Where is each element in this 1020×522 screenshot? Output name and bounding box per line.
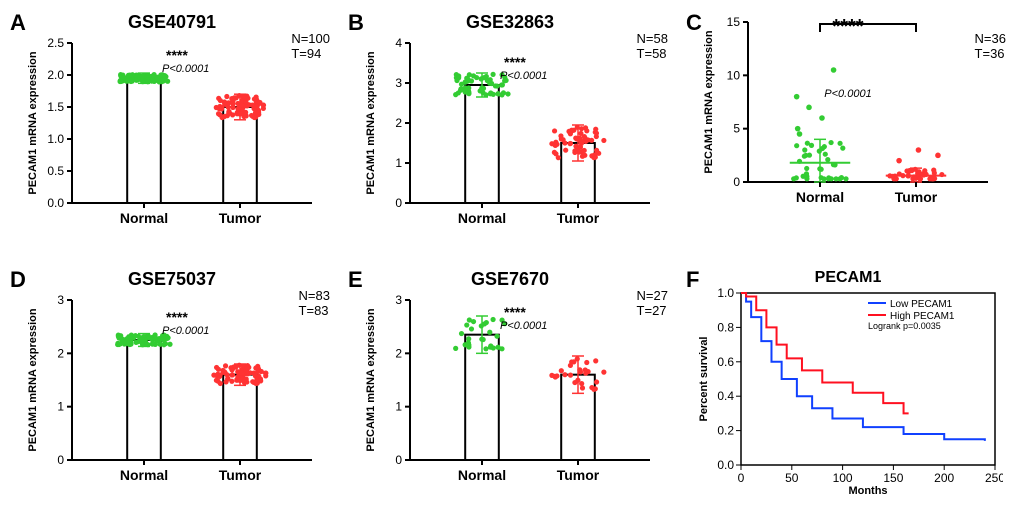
- p-value-label: P<0.0001: [500, 320, 547, 332]
- t-label: T=27: [637, 304, 668, 319]
- svg-text:PECAM1 mRNA expression: PECAM1 mRNA expression: [27, 51, 39, 195]
- svg-text:Tumor: Tumor: [895, 189, 938, 205]
- svg-text:2: 2: [57, 346, 64, 360]
- svg-text:1: 1: [395, 400, 402, 414]
- chart-title: PECAM1: [815, 269, 882, 287]
- sample-size-box: N=27T=27: [637, 289, 668, 319]
- chart-title: GSE32863: [466, 12, 554, 33]
- svg-text:0: 0: [57, 453, 64, 467]
- sample-size-box: N=100T=94: [291, 32, 330, 62]
- svg-text:10: 10: [727, 68, 741, 82]
- svg-text:2.5: 2.5: [47, 36, 64, 50]
- svg-text:2.0: 2.0: [47, 68, 64, 82]
- svg-text:Months: Months: [848, 485, 887, 497]
- svg-text:3: 3: [395, 293, 402, 307]
- svg-text:0.0: 0.0: [717, 458, 734, 472]
- svg-text:1: 1: [57, 400, 64, 414]
- svg-text:Normal: Normal: [796, 189, 844, 205]
- t-label: T=83: [299, 304, 330, 319]
- n-label: N=100: [291, 32, 330, 47]
- svg-text:250: 250: [985, 471, 1003, 485]
- svg-text:50: 50: [785, 471, 799, 485]
- svg-text:PECAM1 mRNA expression: PECAM1 mRNA expression: [27, 308, 39, 452]
- t-label: T=94: [291, 47, 330, 62]
- svg-text:2: 2: [395, 116, 402, 130]
- chart-title: GSE7670: [471, 269, 549, 290]
- scatter-bar-chart: 051015PECAM1 mRNA expressionNormalTumor: [698, 12, 998, 212]
- svg-text:4: 4: [395, 36, 402, 50]
- svg-text:200: 200: [934, 471, 954, 485]
- panel-letter: B: [348, 10, 364, 36]
- t-label: T=36: [975, 47, 1006, 62]
- svg-text:PECAM1 mRNA expression: PECAM1 mRNA expression: [365, 308, 377, 452]
- svg-text:Normal: Normal: [458, 210, 506, 226]
- svg-text:1: 1: [395, 156, 402, 170]
- svg-text:Percent survival: Percent survival: [698, 337, 710, 422]
- significance-stars: ****: [166, 47, 188, 63]
- svg-text:0.8: 0.8: [717, 320, 734, 334]
- n-label: N=83: [299, 289, 330, 304]
- panel-D: D GSE75037 N=83T=83 0 1 2 3 PECAM1 mRNA express…: [10, 267, 334, 510]
- svg-text:1.0: 1.0: [47, 132, 64, 146]
- svg-text:Normal: Normal: [120, 210, 168, 226]
- survival-chart: 0 50 100 150 200 250 0.0 0.2 0.4 0.6 0.8 1.0 Percent…: [693, 287, 1003, 497]
- significance-stars: ****: [166, 309, 188, 325]
- svg-text:100: 100: [833, 471, 853, 485]
- svg-text:3: 3: [395, 76, 402, 90]
- svg-text:0.6: 0.6: [717, 355, 734, 369]
- svg-text:Tumor: Tumor: [219, 467, 262, 483]
- svg-text:0.0: 0.0: [47, 196, 64, 210]
- chart-title: GSE75037: [128, 269, 216, 290]
- svg-text:1.0: 1.0: [717, 287, 734, 300]
- svg-text:PECAM1 mRNA expression: PECAM1 mRNA expression: [365, 51, 377, 195]
- svg-text:PECAM1 mRNA expression: PECAM1 mRNA expression: [703, 30, 715, 174]
- n-label: N=27: [637, 289, 668, 304]
- logrank-label: Logrank p=0.0035: [868, 321, 941, 331]
- panel-A: A GSE40791 N=100T=94 0.0 0.5 1.0 1.5 2.0 2.5 PECA…: [10, 10, 334, 253]
- svg-text:Normal: Normal: [120, 467, 168, 483]
- sample-size-box: N=83T=83: [299, 289, 330, 319]
- svg-text:Tumor: Tumor: [557, 210, 600, 226]
- panel-letter: F: [686, 267, 699, 293]
- svg-text:0: 0: [733, 175, 740, 189]
- svg-text:Tumor: Tumor: [557, 467, 600, 483]
- p-value-label: P<0.0001: [162, 63, 209, 75]
- svg-text:3: 3: [57, 293, 64, 307]
- svg-text:1.5: 1.5: [47, 100, 64, 114]
- svg-text:0: 0: [395, 196, 402, 210]
- significance-stars: ****: [504, 54, 526, 70]
- n-label: N=58: [637, 32, 668, 47]
- significance-stars: ****: [504, 304, 526, 320]
- svg-text:0.2: 0.2: [717, 424, 734, 438]
- panel-letter: D: [10, 267, 26, 293]
- p-value-label: P<0.0001: [162, 325, 209, 337]
- panel-letter: A: [10, 10, 26, 36]
- p-value-label: P<0.0001: [824, 88, 871, 100]
- t-label: T=58: [637, 47, 668, 62]
- svg-text:150: 150: [883, 471, 903, 485]
- panel-E: E GSE7670 N=27T=27 0 1 2 3 PECAM1 mRNA expressi…: [348, 267, 672, 510]
- svg-text:Tumor: Tumor: [219, 210, 262, 226]
- p-value-label: P<0.0001: [500, 70, 547, 82]
- chart-title: GSE40791: [128, 12, 216, 33]
- panel-letter: E: [348, 267, 363, 293]
- panel-F: F PECAM1 0 50 100 150 200 250 0.0 0.2 0.4 0.6 0.8 1.0…: [686, 267, 1010, 510]
- svg-text:0.4: 0.4: [717, 389, 734, 403]
- significance-stars: ****: [686, 16, 1010, 39]
- svg-text:0.5: 0.5: [47, 164, 64, 178]
- svg-text:0: 0: [738, 471, 745, 485]
- sample-size-box: N=58T=58: [637, 32, 668, 62]
- legend-low: Low PECAM1: [890, 299, 953, 310]
- figure-grid: A GSE40791 N=100T=94 0.0 0.5 1.0 1.5 2.0 2.5 PECA…: [10, 10, 1010, 510]
- svg-text:0: 0: [395, 453, 402, 467]
- panel-C: CN=36T=36051015PECAM1 mRNA expressionNor…: [686, 10, 1010, 253]
- panel-B: B GSE32863 N=58T=58 0 1 2 3 4 PECAM1 mRNA expres…: [348, 10, 672, 253]
- svg-text:2: 2: [395, 346, 402, 360]
- svg-text:5: 5: [733, 122, 740, 136]
- svg-text:Normal: Normal: [458, 467, 506, 483]
